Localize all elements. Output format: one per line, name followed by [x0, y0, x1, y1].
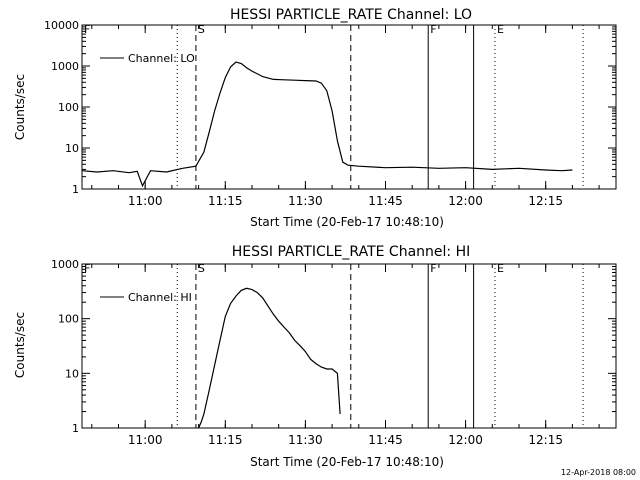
plot-frame [81, 24, 617, 190]
y-tick-label: 100 [58, 313, 79, 326]
y-tick-label: 1 [72, 422, 79, 435]
x-tick-label: 12:15 [528, 433, 563, 447]
event-marker-label: E [497, 23, 504, 36]
x-axis-label: Start Time (20-Feb-17 10:48:10) [250, 215, 444, 229]
chart-title: HESSI PARTICLE_RATE Channel: LO [230, 7, 472, 23]
x-tick-label: 11:30 [288, 194, 323, 208]
x-tick-label: 12:00 [448, 194, 483, 208]
panel-hi-channel: HESSI PARTICLE_RATE Channel: HI Counts/s… [13, 244, 617, 469]
x-tick-label: 11:15 [208, 433, 243, 447]
x-tick-label: 12:15 [528, 194, 563, 208]
legend-label: Channel: HI [128, 291, 192, 304]
x-tick-label: 11:45 [368, 433, 403, 447]
x-axis-label: Start Time (20-Feb-17 10:48:10) [250, 455, 444, 469]
x-tick-label: 12:00 [448, 433, 483, 447]
y-tick-label: 10 [65, 142, 79, 155]
series-line [81, 61, 573, 188]
x-tick-label: 11:00 [128, 194, 163, 208]
footer-timestamp: 12-Apr-2018 08:00 [561, 468, 636, 477]
event-marker-label: F [430, 262, 436, 275]
x-tick-label: 11:15 [208, 194, 243, 208]
y-tick-label: 100 [58, 101, 79, 114]
event-marker-label: F [430, 23, 436, 36]
panel-lo-channel: HESSI PARTICLE_RATE Channel: LO Counts/s… [13, 7, 617, 229]
event-marker-label: S [198, 23, 205, 36]
y-axis-label: Counts/sec [13, 312, 27, 378]
y-axis-label: Counts/sec [13, 74, 27, 140]
x-tick-label: 11:45 [368, 194, 403, 208]
x-tick-label: 11:00 [128, 433, 163, 447]
y-tick-label: 1000 [51, 258, 79, 271]
event-marker-label: E [497, 262, 504, 275]
event-marker-label: F [84, 23, 90, 36]
y-tick-label: 1000 [51, 60, 79, 73]
y-tick-label: 10 [65, 367, 79, 380]
y-tick-label: 10000 [44, 19, 79, 32]
plot-frame [81, 263, 617, 429]
event-marker-label: F [84, 262, 90, 275]
event-marker-label: S [198, 262, 205, 275]
y-tick-label: 1 [72, 183, 79, 196]
series-line [198, 287, 341, 429]
x-tick-label: 11:30 [288, 433, 323, 447]
legend-label: Channel: LO [128, 52, 195, 65]
chart-title: HESSI PARTICLE_RATE Channel: HI [232, 244, 470, 260]
